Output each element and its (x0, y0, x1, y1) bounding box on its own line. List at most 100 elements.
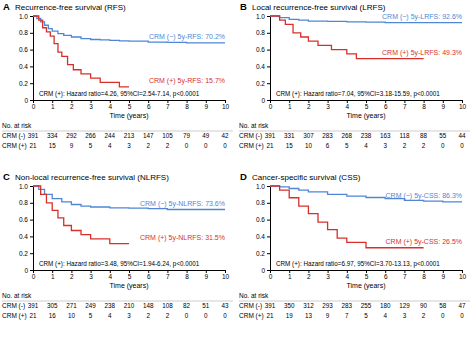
risk-count: 9 (326, 312, 330, 319)
annotation: CRM (+): Hazard ratio=3.48, 95%CI=1.94-6… (39, 260, 200, 268)
x-tick-label: 0 (269, 273, 273, 280)
annotation: CRM (+): Hazard ratio=6.97, 95%CI=3.70-1… (276, 260, 440, 268)
y-tick-mark (30, 66, 33, 67)
risk-count: 90 (420, 302, 428, 309)
x-tick-label: 9 (204, 103, 208, 110)
x-tick-label: 5 (128, 273, 132, 280)
curve-label: CRM (+) 5y-LRFS: 49.3% (382, 49, 462, 57)
x-tick-label: 7 (403, 273, 407, 280)
risk-count: 271 (66, 302, 77, 309)
x-tick: 7 (403, 270, 407, 280)
x-tick: 2 (70, 270, 74, 280)
risk-count: 391 (28, 132, 39, 139)
curve-label: CRM (−) 5y-RFS: 70.2% (149, 33, 225, 41)
risk-count: 43 (221, 302, 229, 309)
x-tick-label: 7 (403, 103, 407, 110)
x-tick-label: 4 (345, 103, 349, 110)
risk-count: 3 (127, 312, 131, 319)
x-tick: 8 (422, 100, 426, 110)
annotation: CRM (+): Hazard ratio=4.26, 95%CI=2.54-7… (39, 90, 200, 98)
x-tick: 7 (166, 100, 170, 110)
x-tick: 0 (32, 100, 36, 110)
panel: BLocal recurrence-free survival (LRFS)00… (239, 1, 470, 150)
y-tick: 1.0 (19, 183, 33, 190)
x-tick-label: 8 (422, 103, 426, 110)
x-tick-label: 1 (288, 273, 292, 280)
y-tick-label: 0 (24, 267, 28, 274)
risk-count: 147 (143, 132, 154, 139)
y-tick-mark (30, 186, 33, 187)
annotation: CRM (+): Hazard ratio=7.04, 95%CI=3.18-1… (276, 90, 440, 98)
x-tick-label: 3 (326, 273, 330, 280)
x-tick-label: 0 (32, 103, 36, 110)
panel-label: C (3, 171, 10, 182)
risk-count: 55 (439, 132, 447, 139)
curve-label: CRM (+) 5y-CSS: 26.5% (386, 238, 462, 246)
x-tick: 5 (365, 270, 369, 280)
x-tick: 0 (269, 100, 273, 110)
y-tick-mark (267, 220, 270, 221)
y-tick: 1.0 (256, 13, 270, 20)
y-tick: 1.0 (256, 183, 270, 190)
x-axis: 012345678910 (32, 270, 230, 280)
risk-table-title: No. at risk (239, 292, 269, 299)
risk-count: 3 (383, 142, 387, 149)
y-tick-mark (267, 270, 270, 271)
risk-count: 2 (166, 312, 170, 319)
risk-count: 4 (108, 142, 112, 149)
risk-count: 0 (185, 142, 189, 149)
risk-table-rule (239, 131, 470, 132)
risk-count: 16 (49, 312, 57, 319)
x-tick-label: 8 (185, 273, 189, 280)
x-tick-label: 1 (51, 103, 55, 110)
y-tick-mark (30, 220, 33, 221)
risk-count: 21 (266, 142, 274, 149)
panel: CNon-local recurrence-free survival (NLR… (2, 171, 233, 320)
risk-count: 13 (305, 312, 313, 319)
x-tick: 3 (89, 270, 93, 280)
risk-row-label: CRM (-) (2, 302, 25, 310)
risk-table-title: No. at risk (2, 292, 32, 299)
x-tick-label: 6 (384, 273, 388, 280)
risk-count: 88 (420, 132, 428, 139)
risk-count: 21 (266, 312, 274, 319)
risk-row-label: CRM (+) (2, 142, 27, 150)
y-tick: 0.2 (19, 250, 33, 257)
plot-marks (33, 16, 225, 87)
y-tick: 0.8 (19, 29, 33, 36)
x-axis: 012345678910 (269, 270, 467, 280)
risk-count: 2 (166, 142, 170, 149)
y-tick-label: 0.6 (19, 216, 28, 223)
y-tick-label: 0 (261, 97, 265, 104)
risk-count: 108 (162, 302, 173, 309)
risk-count: 0 (185, 312, 189, 319)
x-tick: 1 (51, 100, 55, 110)
risk-count: 44 (458, 132, 466, 139)
y-tick: 0.6 (256, 46, 270, 53)
risk-count: 0 (460, 312, 464, 319)
y-axis: 00.20.40.60.81.0 (19, 13, 34, 104)
risk-count: 2 (403, 142, 407, 149)
y-tick-label: 0 (24, 97, 28, 104)
y-axis: 00.20.40.60.81.0 (19, 183, 34, 274)
x-tick: 1 (288, 100, 292, 110)
y-tick-label: 0 (261, 267, 265, 274)
risk-count: 391 (265, 302, 276, 309)
y-axis-line (30, 187, 34, 271)
y-tick-label: 0.6 (19, 46, 28, 53)
y-tick-mark (267, 16, 270, 17)
panel-label: D (240, 171, 247, 182)
x-tick: 8 (185, 270, 189, 280)
x-tick-label: 8 (422, 273, 426, 280)
x-tick-label: 5 (365, 273, 369, 280)
y-tick-mark (30, 50, 33, 51)
x-tick-label: 10 (222, 273, 230, 280)
x-axis-title: Time (years) (346, 112, 385, 120)
x-tick-label: 8 (185, 103, 189, 110)
x-tick-label: 9 (204, 273, 208, 280)
y-tick-label: 0.4 (256, 233, 265, 240)
title: Local recurrence-free survival (LRFS) (252, 3, 386, 12)
y-tick-label: 0.2 (256, 250, 265, 257)
y-tick-mark (267, 83, 270, 84)
risk-count: 51 (202, 302, 210, 309)
